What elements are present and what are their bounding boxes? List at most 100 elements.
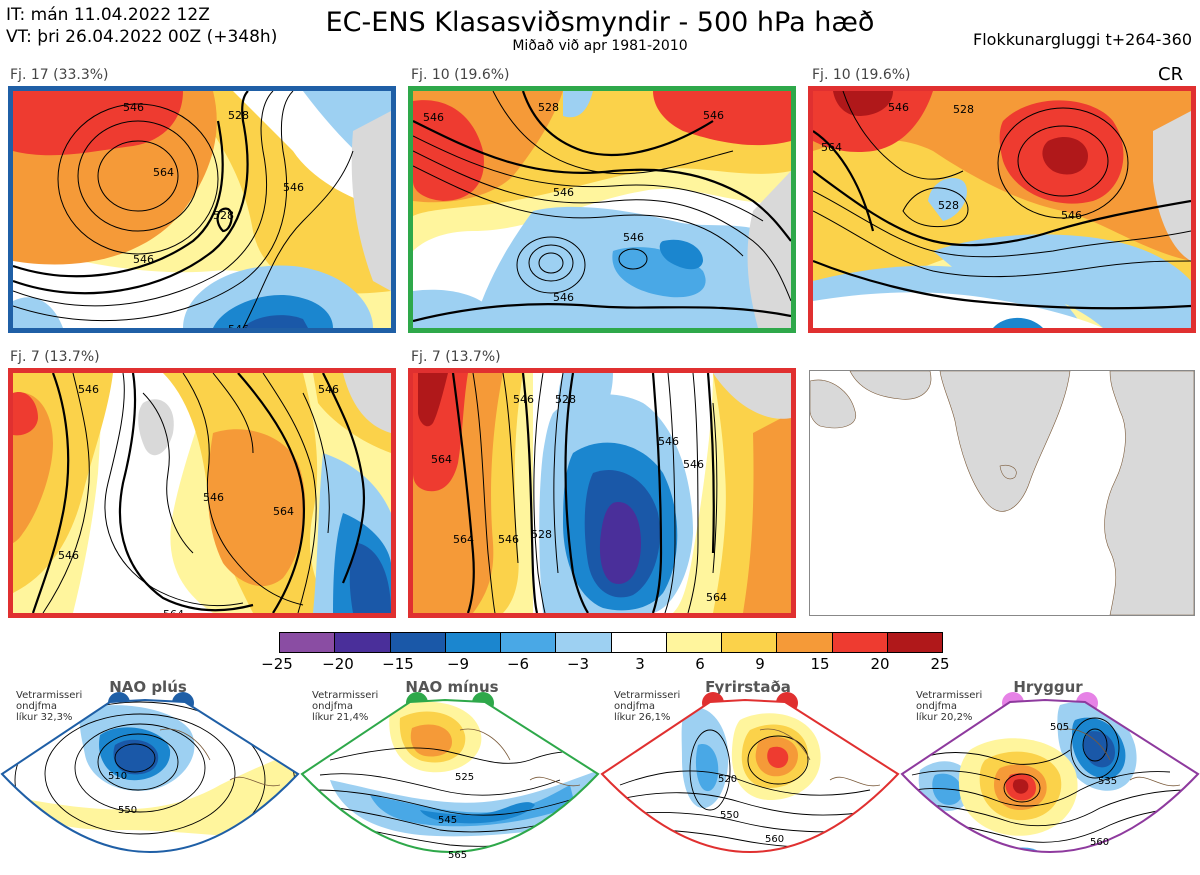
contour-label: 546	[133, 253, 154, 266]
contour-label: 546	[423, 111, 444, 124]
contour-label: 528	[213, 209, 234, 222]
regime-title-nao-plus: NAO plús	[109, 678, 187, 696]
contour-label: 528	[953, 103, 974, 116]
contour-label: 546	[318, 383, 339, 396]
contour-label: 564	[163, 608, 184, 613]
contour-label: 546	[123, 101, 144, 114]
colorbar-tick: −20	[322, 655, 354, 673]
contour-label: 546	[683, 458, 704, 471]
contour-label: 546	[623, 231, 644, 244]
contour-label: 546	[58, 549, 79, 562]
cluster-label-2: Fj. 10 (19.6%)	[411, 67, 510, 83]
colorbar-swatch	[445, 633, 501, 652]
contour-label: 560	[1090, 837, 1109, 848]
contour-label: 520	[718, 774, 737, 785]
regime-note: Vetrarmisseri ondjfma líkur 21,4%	[312, 690, 378, 723]
regime-note-line: Vetrarmisseri	[916, 690, 983, 701]
contour-label: 528	[555, 393, 576, 406]
regime-note-line: líkur 26,1%	[614, 712, 671, 723]
contour-label: 546	[283, 181, 304, 194]
cluster-label-1: Fj. 17 (33.3%)	[10, 67, 109, 83]
contour-label: 546	[513, 393, 534, 406]
colorbar-tick: −6	[506, 655, 530, 673]
regime-note-line: Vetrarmisseri	[16, 690, 83, 701]
regime-note-line: ondjfma	[16, 701, 57, 712]
cluster-label-3: Fj. 10 (19.6%)	[812, 67, 911, 83]
regime-note-line: Vetrarmisseri	[614, 690, 681, 701]
contour-label: 505	[1050, 722, 1069, 733]
base-map	[809, 370, 1195, 616]
colorbar-swatch	[501, 633, 557, 652]
contour-label: 535	[1098, 776, 1117, 787]
colorbar-tick: 6	[695, 655, 705, 673]
contour-label: 525	[455, 772, 474, 783]
contour-label: 565	[448, 850, 467, 861]
contour-label: 528	[531, 528, 552, 541]
regime-map-ridge: 505 535 560	[900, 690, 1200, 871]
colorbar-tick: 3	[635, 655, 645, 673]
regime-note-line: líkur 21,4%	[312, 712, 369, 723]
contour-label: 528	[938, 199, 959, 212]
contour-label: 546	[228, 323, 249, 328]
contour-label: 564	[453, 533, 474, 546]
contour-label: 528	[228, 109, 249, 122]
header-info: IT: mán 11.04.2022 12Z VT: þri 26.04.202…	[6, 4, 277, 48]
regime-title-nao-minus: NAO mínus	[405, 678, 499, 696]
regime-title-ridge: Hryggur	[1013, 678, 1083, 696]
colorbar-tick: 25	[930, 655, 950, 673]
contour-label: 546	[203, 491, 224, 504]
contour-label: 546	[1061, 209, 1082, 222]
regime-note-line: líkur 32,3%	[16, 712, 73, 723]
colorbar-swatch	[666, 633, 722, 652]
colorbar-tick: 15	[810, 655, 830, 673]
colorbar-swatch	[556, 633, 612, 652]
contour-label: 546	[498, 533, 519, 546]
cluster-label-4: Fj. 7 (13.7%)	[10, 349, 100, 365]
cluster-label-5: Fj. 7 (13.7%)	[411, 349, 501, 365]
cluster-map-3: 546 528 564 546 528	[808, 86, 1196, 333]
contour-label: 564	[273, 505, 294, 518]
contour-label: 546	[553, 186, 574, 199]
colorbar-swatch	[280, 633, 336, 652]
colorbar-swatch	[390, 633, 446, 652]
init-time: IT: mán 11.04.2022 12Z	[6, 5, 210, 25]
contour-label: 550	[118, 805, 137, 816]
contour-label: 564	[431, 453, 452, 466]
regime-note-line: ondjfma	[312, 701, 353, 712]
colorbar	[279, 632, 943, 653]
cr-label: CR	[1158, 64, 1184, 85]
colorbar-tick: 20	[870, 655, 890, 673]
regime-note-line: ondjfma	[916, 701, 957, 712]
regime-note-line: ondjfma	[614, 701, 655, 712]
regime-map-nao-minus: 525 545 565	[300, 690, 600, 871]
cluster-map-1: 546 528 564 528 546 546 546	[8, 86, 396, 333]
contour-label: 564	[821, 141, 842, 154]
regime-note: Vetrarmisseri ondjfma líkur 20,2%	[916, 690, 982, 723]
contour-label: 564	[706, 591, 727, 604]
colorbar-tick: −9	[446, 655, 470, 673]
contour-label: 560	[765, 834, 784, 845]
colorbar-tick: −15	[382, 655, 414, 673]
regime-note: Vetrarmisseri ondjfma líkur 32,3%	[16, 690, 82, 723]
regime-map-block: 520 550 560	[600, 690, 900, 871]
colorbar-swatch	[335, 633, 391, 652]
regime-note-line: Vetrarmisseri	[312, 690, 379, 701]
contour-label: 546	[658, 435, 679, 448]
colorbar-swatch	[832, 633, 888, 652]
regime-title-block: Fyrirstaða	[705, 678, 791, 696]
colorbar-swatch	[887, 633, 942, 652]
valid-time: VT: þri 26.04.2022 00Z (+348h)	[6, 27, 278, 47]
window-label: Flokkunargluggi t+264-360	[973, 30, 1192, 49]
colorbar-swatch	[777, 633, 833, 652]
cluster-map-2: 546 528 546 546 546 546	[408, 86, 796, 333]
colorbar-swatch	[611, 633, 667, 652]
contour-label: 546	[553, 291, 574, 304]
page-subtitle: Miðað við apr 1981-2010	[512, 38, 688, 54]
colorbar-tick: −3	[566, 655, 590, 673]
contour-label: 550	[720, 810, 739, 821]
contour-label: 564	[153, 166, 174, 179]
contour-label: 528	[538, 101, 559, 114]
colorbar-tick: −25	[261, 655, 293, 673]
colorbar-swatch	[722, 633, 778, 652]
contour-label: 546	[78, 383, 99, 396]
